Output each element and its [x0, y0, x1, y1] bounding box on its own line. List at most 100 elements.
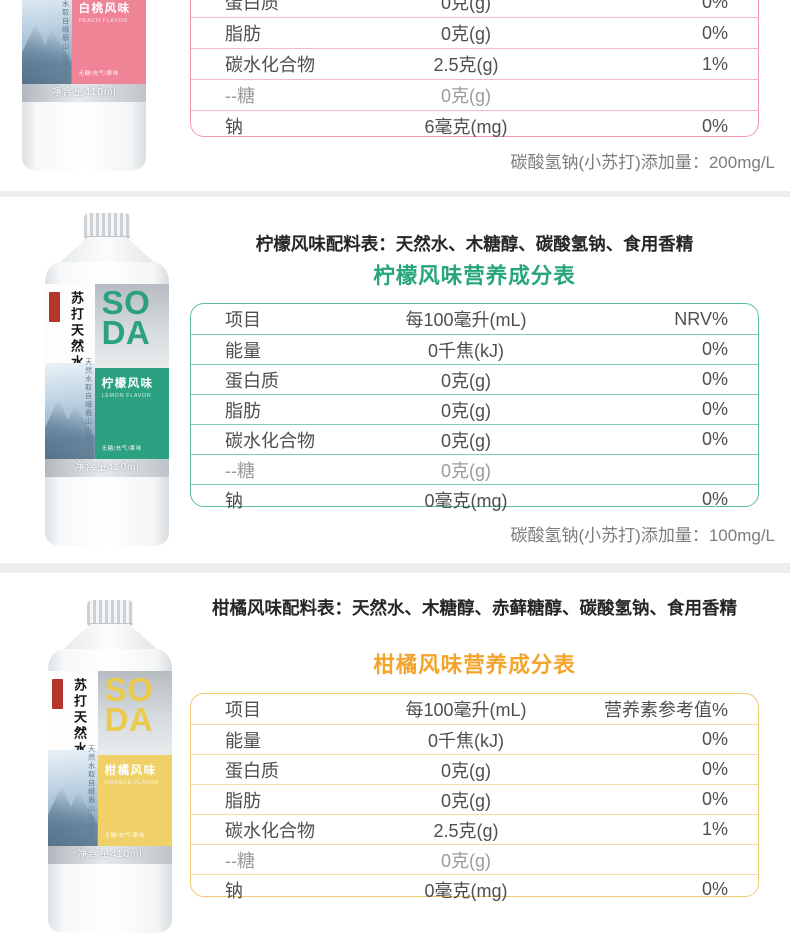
nutrient-nrv: 0%: [701, 369, 728, 389]
table-row: 脂肪 0克(g) 0%: [191, 394, 758, 424]
nutrient-label: 蛋白质: [225, 0, 279, 13]
col-header-item: 项目: [225, 310, 261, 330]
mountain-art: [48, 750, 98, 846]
nutrient-label: 钠: [225, 117, 243, 137]
peach-nutrition-table: 蛋白质 0克(g) 0% 脂肪 0克(g) 0% 碳水化合物 2.5克(g) 1…: [190, 0, 759, 137]
nutrient-value: 0克(g): [440, 850, 491, 871]
nutrient-nrv: 0%: [701, 399, 728, 419]
nutrient-label: 钠: [225, 490, 243, 511]
table-row: --糖 0克(g): [191, 79, 758, 110]
table-row: 钠 0毫克(mg) 0%: [191, 484, 758, 514]
col-header-nrv: NRV%: [674, 308, 728, 329]
bottle-cap: [84, 213, 130, 239]
soda-logo: SO DA: [94, 284, 169, 368]
nutrient-value: 0克(g): [440, 430, 491, 451]
table-row: 能量 0千焦(kJ) 0%: [191, 724, 758, 754]
nutrient-nrv: 0%: [701, 22, 728, 43]
nutrient-nrv: 1%: [701, 819, 728, 839]
nutrient-value: 2.5克(g): [433, 820, 499, 841]
flavor-tags: 无糖/充气/果味: [104, 833, 145, 839]
nutrient-nrv: 0%: [701, 0, 728, 12]
nutrient-value: 0千焦(kJ): [427, 730, 504, 751]
citrus-ingredients-line: 柑橘风味配料表：天然水、木糖醇、赤藓糖醇、碳酸氢钠、食用香精: [212, 598, 737, 618]
lemon-table-title: 柠檬风味营养成分表: [373, 264, 576, 288]
nutrient-value: 0克(g): [440, 86, 491, 106]
nutrient-label: 能量: [225, 340, 261, 361]
label-right-panel: SO DA 柑橘风味 ORANGE FLAVOR 无糖/充气/果味: [97, 671, 172, 846]
bottle-body: 苏打天然水饮品 天然水取自峨眉山山泉水 SO DA 柑橘风味 ORANGE FLA…: [48, 649, 172, 933]
citrus-nutrition-table: 项目 每100毫升(mL) 营养素参考值% 能量 0千焦(kJ) 0% 蛋白质 …: [190, 693, 759, 901]
table-row: 碳水化合物 2.5克(g) 1%: [191, 814, 758, 844]
table-row: 能量 0千焦(kJ) 0%: [191, 334, 758, 364]
nutrient-label: 蛋白质: [225, 370, 279, 391]
water-source-vertical: 天然水取自峨眉山山泉水: [84, 357, 92, 452]
citrus-bottle: 苏打天然水饮品 天然水取自峨眉山山泉水 SO DA 柑橘风味 ORANGE FLA…: [48, 600, 172, 933]
flavor-block: 柠檬风味 LEMON FLAVOR 无糖/充气/果味: [94, 368, 169, 459]
nutrient-label: 碳水化合物: [225, 820, 315, 841]
lemon-ingredients-line: 柠檬风味配料表：天然水、木糖醇、碳酸氢钠、食用香精: [255, 234, 694, 254]
lemon-nutrition-table: 项目 每100毫升(mL) NRV% 能量 0千焦(kJ) 0% 蛋白质 0克(…: [190, 303, 759, 511]
table-row: 蛋白质 0克(g) 0%: [191, 364, 758, 394]
nutrient-label: --糖: [225, 460, 255, 481]
flavor-name: 柑橘风味: [104, 765, 157, 777]
nutrient-label: 蛋白质: [225, 760, 279, 781]
nutrient-value: 0千焦(kJ): [427, 340, 504, 361]
nutrient-nrv: 0%: [701, 429, 728, 449]
water-source-vertical: 天然水取自峨眉山山泉水: [61, 0, 69, 76]
nutrient-nrv: 0%: [701, 789, 728, 809]
bottle-body: 苏打天然水饮品 天然水取自峨眉山山泉水 SO DA 柠檬风味 LEMON FLAV…: [45, 262, 169, 546]
nutrient-nrv: 0%: [701, 115, 728, 136]
nutrient-label: 脂肪: [225, 24, 261, 44]
table-row: --糖 0克(g): [191, 844, 758, 874]
nutrient-value: 0毫克(mg): [424, 880, 508, 901]
soda-additive-note: 碳酸氢钠(小苏打)添加量：100mg/L: [510, 526, 775, 545]
nutrient-value: 0克(g): [440, 790, 491, 811]
table-header-row: 项目 每100毫升(mL) 营养素参考值%: [191, 694, 758, 724]
flavor-name: 柠檬风味: [101, 378, 154, 390]
nutrient-label: 钠: [225, 880, 243, 901]
bottle-label: 苏打天然水饮品 天然水取自峨眉山山泉水 SO DA 柑橘风味 ORANGE FLA…: [48, 671, 172, 846]
volume-band: 净含量410ml: [45, 459, 169, 477]
nutrient-nrv: 0%: [701, 729, 728, 749]
bottle-label: 苏打天然水饮品 天然水取自峨眉山山泉水 SO DA 柠檬风味 LEMON FLAV…: [45, 284, 169, 459]
bottle-neck: [62, 624, 158, 650]
nutrient-value: 0克(g): [440, 460, 491, 481]
nutrient-nrv: 0%: [701, 879, 728, 899]
table-row: 蛋白质 0克(g) 0%: [191, 754, 758, 784]
nutrient-label: 能量: [225, 730, 261, 751]
water-source-vertical: 天然水取自峨眉山山泉水: [87, 744, 95, 839]
section-divider: [0, 563, 790, 573]
nutrient-value: 0克(g): [440, 760, 491, 781]
nutrient-label: --糖: [225, 86, 255, 106]
nutrient-value: 2.5克(g): [433, 55, 499, 75]
table-row: 碳水化合物 0克(g) 0%: [191, 424, 758, 454]
nutrient-value: 0克(g): [440, 400, 491, 421]
brand-seal: [52, 679, 63, 709]
table-row: --糖 0克(g): [191, 454, 758, 484]
flavor-name-en: LEMON FLAVOR: [101, 393, 152, 399]
bottle-cap: [87, 600, 133, 626]
mountain-art: [45, 363, 95, 459]
nutrient-value: 0克(g): [440, 370, 491, 391]
flavor-name-en: ORANGE FLAVOR: [104, 780, 160, 786]
mountain-art: [22, 0, 72, 84]
nutrient-value: 0毫克(mg): [424, 490, 508, 511]
nutrient-value: 0克(g): [440, 24, 491, 44]
bottle-neck: [59, 237, 155, 263]
nutrient-nrv: 0%: [701, 759, 728, 779]
flavor-name: 白桃风味: [78, 3, 131, 15]
flavor-block: 白桃风味 PEACH FLAVOR 无糖/充气/果味: [71, 0, 146, 84]
volume-band: 净含量410ml: [48, 846, 172, 864]
table-row: 脂肪 0克(g) 0%: [191, 784, 758, 814]
table-row: 脂肪 0克(g) 0%: [191, 17, 758, 48]
flavor-block: 柑橘风味 ORANGE FLAVOR 无糖/充气/果味: [97, 755, 172, 846]
table-header-row: 项目 每100毫升(mL) NRV%: [191, 304, 758, 334]
citrus-table-title: 柑橘风味营养成分表: [373, 653, 576, 677]
nutrient-value: 0克(g): [440, 0, 491, 13]
nutrient-value: 6毫克(mg): [424, 117, 508, 137]
lemon-bottle: 苏打天然水饮品 天然水取自峨眉山山泉水 SO DA 柠檬风味 LEMON FLAV…: [45, 213, 169, 546]
